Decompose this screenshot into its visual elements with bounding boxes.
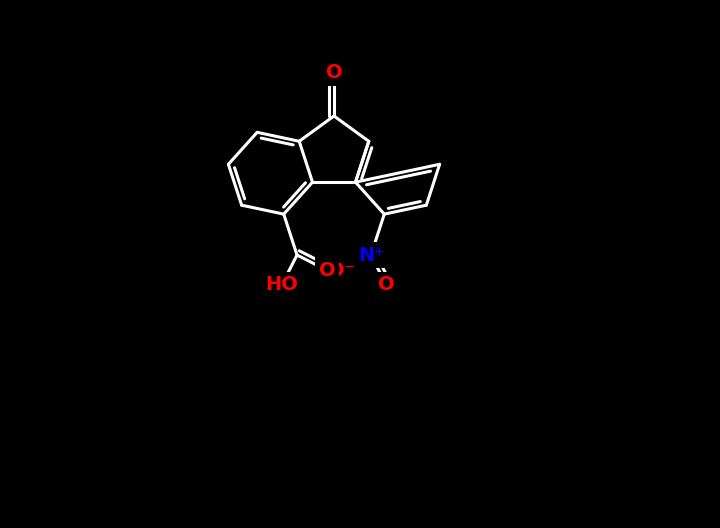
Text: N⁺: N⁺ xyxy=(358,246,384,265)
Text: O⁻: O⁻ xyxy=(328,261,354,280)
Text: O: O xyxy=(378,275,395,294)
Text: O: O xyxy=(318,261,335,280)
Text: O: O xyxy=(325,63,342,82)
Text: HO: HO xyxy=(266,275,298,294)
